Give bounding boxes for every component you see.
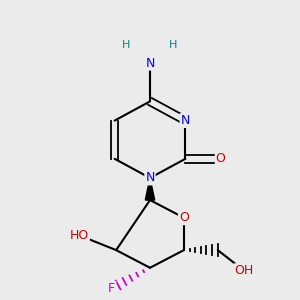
Polygon shape (145, 178, 155, 200)
Text: H: H (122, 40, 130, 50)
Text: H: H (169, 40, 178, 50)
Text: OH: OH (235, 264, 254, 277)
Text: N: N (181, 114, 190, 127)
Text: N: N (145, 57, 155, 70)
Text: O: O (179, 211, 189, 224)
Text: HO: HO (70, 229, 89, 242)
Text: O: O (216, 152, 226, 165)
Text: N: N (145, 172, 155, 184)
Text: F: F (108, 282, 115, 295)
